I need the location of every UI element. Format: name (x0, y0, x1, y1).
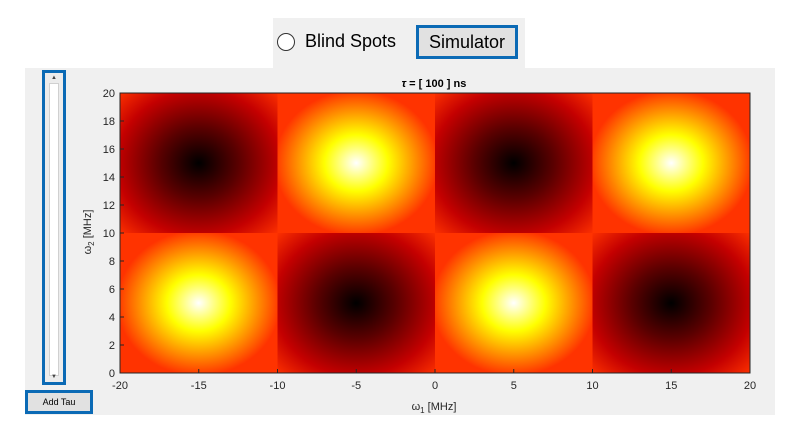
heatmap-cell-max (592, 93, 750, 233)
y-label-sub: 2 (87, 241, 96, 246)
top-toolbar: Blind Spots Simulator (273, 18, 525, 68)
slider-down-arrow-icon[interactable]: ▼ (51, 374, 57, 380)
chart-title: τ = [ 100 ] ns (402, 78, 467, 90)
heatmap-cell-min (277, 233, 435, 373)
y-tick-label: 6 (109, 284, 115, 296)
x-tick-label: 10 (586, 380, 598, 392)
x-tick-label: 15 (665, 380, 677, 392)
x-label-symbol: ω (412, 401, 421, 413)
y-tick-label: 4 (109, 312, 115, 324)
y-tick-label: 10 (103, 228, 115, 240)
y-tick-label: 16 (103, 144, 115, 156)
x-tick-label: -20 (112, 380, 128, 392)
x-tick-label: -10 (270, 380, 286, 392)
y-tick-label: 12 (103, 200, 115, 212)
heatmap-cell-max (277, 93, 435, 233)
heatmap-cell-max (120, 233, 278, 373)
heatmap-cell-max (435, 233, 593, 373)
x-label-sub: 1 (420, 406, 425, 415)
y-tick-label: 0 (109, 368, 115, 380)
x-tick-label: 5 (511, 380, 517, 392)
heatmap-cell-min (120, 93, 278, 233)
heatmap-cell-min (435, 93, 593, 233)
title-symbol: τ (402, 78, 407, 90)
x-ticks: -20 -15 -10 -5 0 5 10 15 20 (112, 369, 756, 392)
blind-spots-radio[interactable] (277, 33, 295, 51)
y-tick-label: 2 (109, 340, 115, 352)
heatmap-cell-min (592, 233, 750, 373)
slider-up-arrow-icon[interactable]: ▲ (51, 75, 57, 81)
simulator-button[interactable]: Simulator (416, 25, 518, 59)
slider-track[interactable] (49, 83, 59, 376)
x-tick-label: 20 (744, 380, 756, 392)
y-axis-label: ω2 [MHz] (82, 210, 96, 255)
x-label-unit: [MHz] (425, 401, 457, 413)
x-tick-label: -15 (191, 380, 207, 392)
y-tick-label: 14 (103, 172, 115, 184)
tau-slider[interactable]: ▲ ▼ (42, 70, 66, 385)
x-tick-label: -5 (351, 380, 361, 392)
x-tick-label: 0 (432, 380, 438, 392)
y-tick-label: 20 (103, 88, 115, 100)
y-label-symbol: ω (82, 245, 94, 254)
y-tick-label: 8 (109, 256, 115, 268)
add-tau-button[interactable]: Add Tau (25, 390, 93, 414)
y-tick-label: 18 (103, 116, 115, 128)
x-axis-label: ω1 [MHz] (412, 401, 457, 415)
title-text: = [ 100 ] ns (406, 78, 466, 90)
blind-spots-label[interactable]: Blind Spots (305, 31, 397, 51)
y-ticks: 0 2 4 6 8 10 12 14 16 18 20 (103, 88, 124, 380)
heatmap-cells (120, 93, 750, 373)
y-label-unit: [MHz] (82, 210, 94, 242)
